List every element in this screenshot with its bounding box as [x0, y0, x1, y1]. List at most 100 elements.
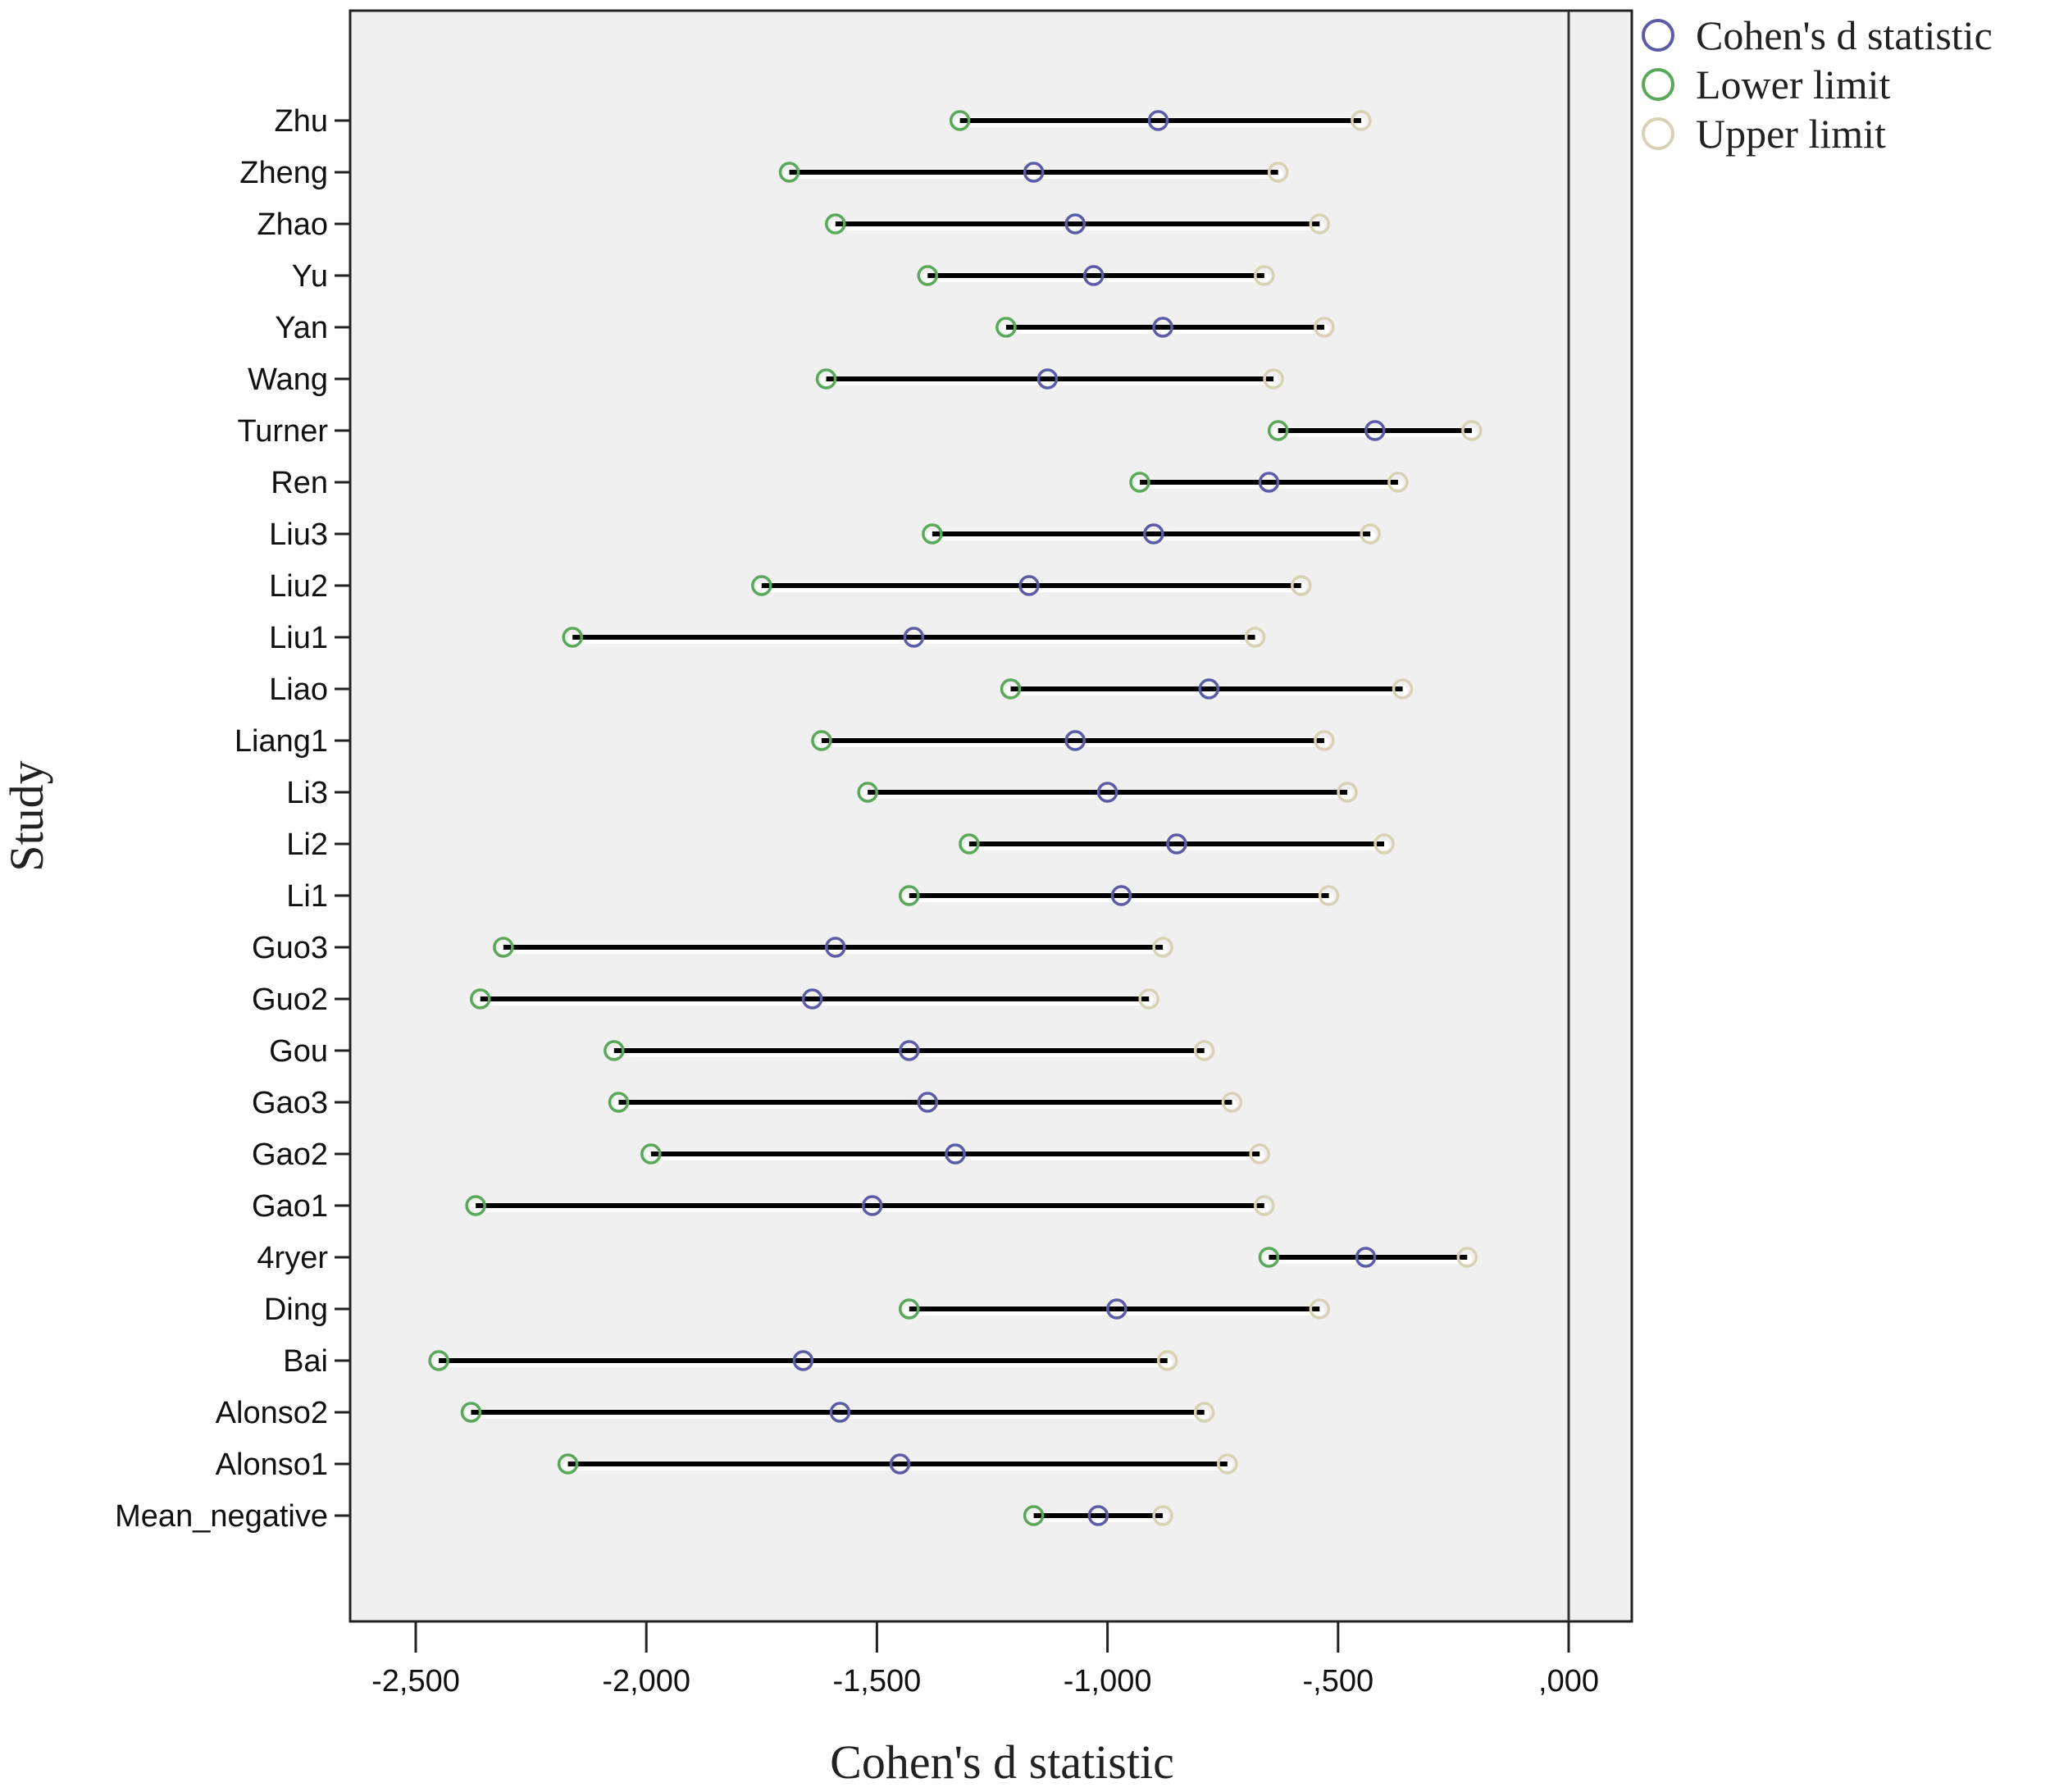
lower-limit-marker	[959, 833, 980, 855]
study-row	[428, 1350, 1178, 1371]
cohens-d-marker	[1166, 833, 1187, 855]
lower-limit-marker	[604, 1040, 625, 1061]
y-tick-label: Zheng	[239, 156, 328, 190]
cohens-d-marker	[1355, 1247, 1377, 1268]
lower-limit-marker	[1129, 472, 1150, 493]
legend-marker-icon	[1642, 68, 1674, 101]
study-row	[899, 1298, 1331, 1320]
lower-limit-marker	[811, 730, 832, 751]
cohens-d-marker	[1143, 523, 1164, 545]
upper-limit-marker	[1217, 1453, 1238, 1475]
lower-limit-marker	[815, 368, 837, 390]
upper-limit-marker	[1249, 1143, 1270, 1165]
y-tick-label: Gou	[269, 1034, 328, 1069]
cohens-d-marker	[1364, 420, 1386, 441]
study-row	[562, 627, 1266, 648]
y-tick-label: 4ryer	[257, 1241, 328, 1275]
lower-limit-marker	[460, 1402, 482, 1423]
lower-limit-marker	[608, 1092, 630, 1113]
lower-limit-marker	[899, 885, 920, 906]
study-row	[917, 265, 1275, 286]
cohens-d-marker	[1082, 265, 1105, 286]
study-row	[557, 1453, 1238, 1475]
legend-label: Cohen's d statistic	[1696, 12, 1993, 58]
cohens-d-marker	[1018, 575, 1040, 596]
upper-limit-marker	[1309, 1298, 1331, 1320]
legend-marker-icon	[1642, 117, 1674, 150]
cohens-d-marker	[1152, 317, 1173, 338]
y-tick-label: Guo2	[252, 983, 328, 1017]
study-row	[1258, 1247, 1478, 1268]
legend-marker-icon	[1642, 19, 1674, 52]
cohens-d-marker	[889, 1453, 911, 1475]
upper-limit-marker	[1254, 265, 1275, 286]
cohens-d-marker	[1110, 885, 1132, 906]
study-row	[460, 1402, 1215, 1423]
legend-label: Upper limit	[1696, 111, 1886, 157]
lower-limit-marker	[465, 1195, 486, 1216]
upper-limit-marker	[1267, 162, 1289, 183]
upper-limit-marker	[1138, 988, 1159, 1010]
upper-limit-marker	[1392, 678, 1414, 700]
cohens-d-marker	[1096, 782, 1118, 803]
y-tick-label: Liu2	[269, 569, 328, 604]
cohens-d-marker	[1036, 368, 1059, 390]
lower-limit-marker	[922, 523, 943, 545]
y-tick-label: Liu3	[269, 518, 328, 552]
study-rows	[428, 110, 1483, 1526]
upper-limit-marker	[1456, 1247, 1478, 1268]
upper-limit-marker	[1221, 1092, 1243, 1113]
upper-limit-marker	[1387, 472, 1409, 493]
x-axis-title: Cohen's d statistic	[830, 1735, 1174, 1789]
upper-limit-marker	[1152, 1505, 1173, 1526]
y-tick-label: Gao1	[252, 1189, 328, 1224]
y-tick-label: Li1	[286, 879, 328, 914]
cohens-d-marker	[899, 1040, 920, 1061]
cohens-d-marker	[801, 988, 823, 1010]
x-tick-label: -,500	[1302, 1664, 1374, 1699]
study-row	[1023, 1505, 1173, 1526]
study-row	[949, 110, 1372, 131]
lower-limit-marker	[995, 317, 1017, 338]
study-row	[995, 317, 1335, 338]
upper-limit-marker	[1314, 730, 1335, 751]
cohens-d-marker	[945, 1143, 966, 1165]
y-tick-label: Alonso1	[216, 1448, 328, 1482]
y-tick-label: Zhao	[257, 207, 328, 242]
cohens-d-marker	[862, 1195, 883, 1216]
y-tick-label: Turner	[237, 414, 328, 449]
lower-limit-marker	[428, 1350, 449, 1371]
study-row	[608, 1092, 1243, 1113]
y-tick-label: Yan	[275, 311, 328, 345]
x-tick-label: -1,000	[1064, 1664, 1152, 1699]
study-row	[1000, 678, 1414, 700]
lower-limit-marker	[949, 110, 971, 131]
upper-limit-marker	[1461, 420, 1483, 441]
lower-limit-marker	[640, 1143, 662, 1165]
upper-limit-marker	[1318, 885, 1340, 906]
cohens-d-marker	[792, 1350, 814, 1371]
x-tick-label: -1,500	[833, 1664, 922, 1699]
lower-limit-marker	[1267, 420, 1289, 441]
y-tick-label: Li2	[286, 828, 328, 862]
lower-limit-marker	[469, 988, 491, 1010]
cohens-d-marker	[1147, 110, 1169, 131]
study-row	[922, 523, 1381, 545]
lower-limit-marker	[778, 162, 800, 183]
y-tick-label: Yu	[292, 259, 328, 294]
cohens-d-marker	[917, 1092, 939, 1113]
cohens-d-marker	[1023, 162, 1045, 183]
y-tick-label: Ding	[264, 1293, 328, 1327]
study-row	[811, 730, 1335, 751]
upper-limit-marker	[1309, 213, 1331, 235]
lower-limit-marker	[825, 213, 846, 235]
y-tick-label: Zhu	[275, 104, 328, 139]
study-row	[857, 782, 1358, 803]
lower-limit-marker	[1023, 1505, 1045, 1526]
cohens-d-marker	[1064, 730, 1086, 751]
legend-label: Lower limit	[1696, 62, 1891, 107]
y-tick-label: Guo3	[252, 931, 328, 965]
study-row	[899, 885, 1340, 906]
cohens-d-marker	[825, 937, 846, 958]
upper-limit-marker	[1263, 368, 1284, 390]
